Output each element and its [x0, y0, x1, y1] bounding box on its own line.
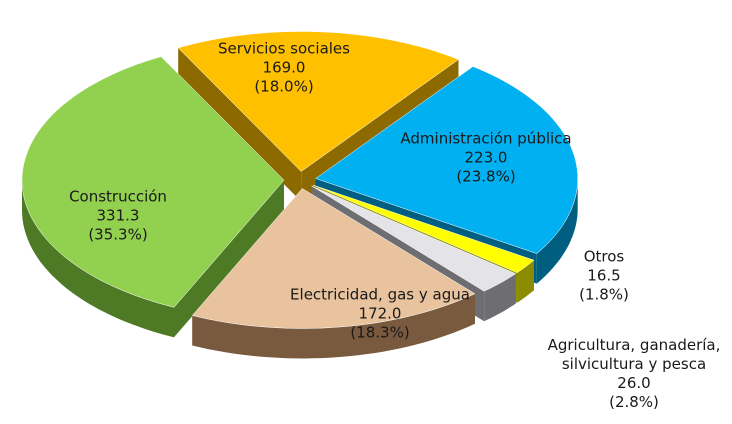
category: Construcción — [69, 187, 167, 206]
slice — [177, 31, 460, 172]
percent-label: (1.8%) — [579, 285, 629, 304]
data-label: Electricidad, gas y agua 172.0 (18.3%) — [290, 286, 470, 343]
slice-side — [192, 293, 475, 359]
category: Otros — [583, 247, 625, 266]
slice-side — [174, 180, 284, 338]
slice — [21, 56, 285, 308]
slice-side — [484, 273, 516, 322]
data-label: Administración pública 223.0 (23.8%) — [400, 130, 571, 187]
value-label: 169.0 — [262, 58, 306, 77]
category: Administración pública — [400, 129, 572, 148]
data-label: Agricultura, ganadería, silvicultura y p… — [529, 336, 732, 412]
data-label: Servicios sociales 169.0 (18.0%) — [218, 40, 350, 97]
category: Electricidad, gas y agua — [290, 285, 470, 304]
percent-label: (2.8%) — [609, 393, 659, 411]
slice-side — [22, 180, 174, 338]
value-label: 16.5 — [587, 266, 621, 285]
category: Servicios sociales — [218, 39, 350, 58]
value-label: 26.0 — [617, 374, 651, 392]
slice — [191, 188, 476, 329]
data-label: Construcción 331.3 (35.3%) — [69, 188, 167, 245]
percent-label: (18.0%) — [254, 77, 314, 96]
percent-label: (23.8%) — [456, 167, 516, 186]
value-label: 223.0 — [464, 148, 508, 167]
slice-side — [536, 178, 578, 284]
percent-label: (18.3%) — [350, 323, 410, 342]
percent-label: (35.3%) — [88, 225, 148, 244]
slice — [312, 184, 535, 273]
value-label: 172.0 — [358, 304, 402, 323]
slice — [311, 185, 517, 292]
category: Agricultura, ganadería, silvicultura y p… — [547, 336, 721, 373]
slice-side — [517, 260, 534, 303]
value-label: 331.3 — [96, 206, 140, 225]
slice-side — [178, 47, 302, 202]
slice — [315, 66, 578, 254]
data-label: Otros 16.5 (1.8%) — [579, 248, 629, 305]
